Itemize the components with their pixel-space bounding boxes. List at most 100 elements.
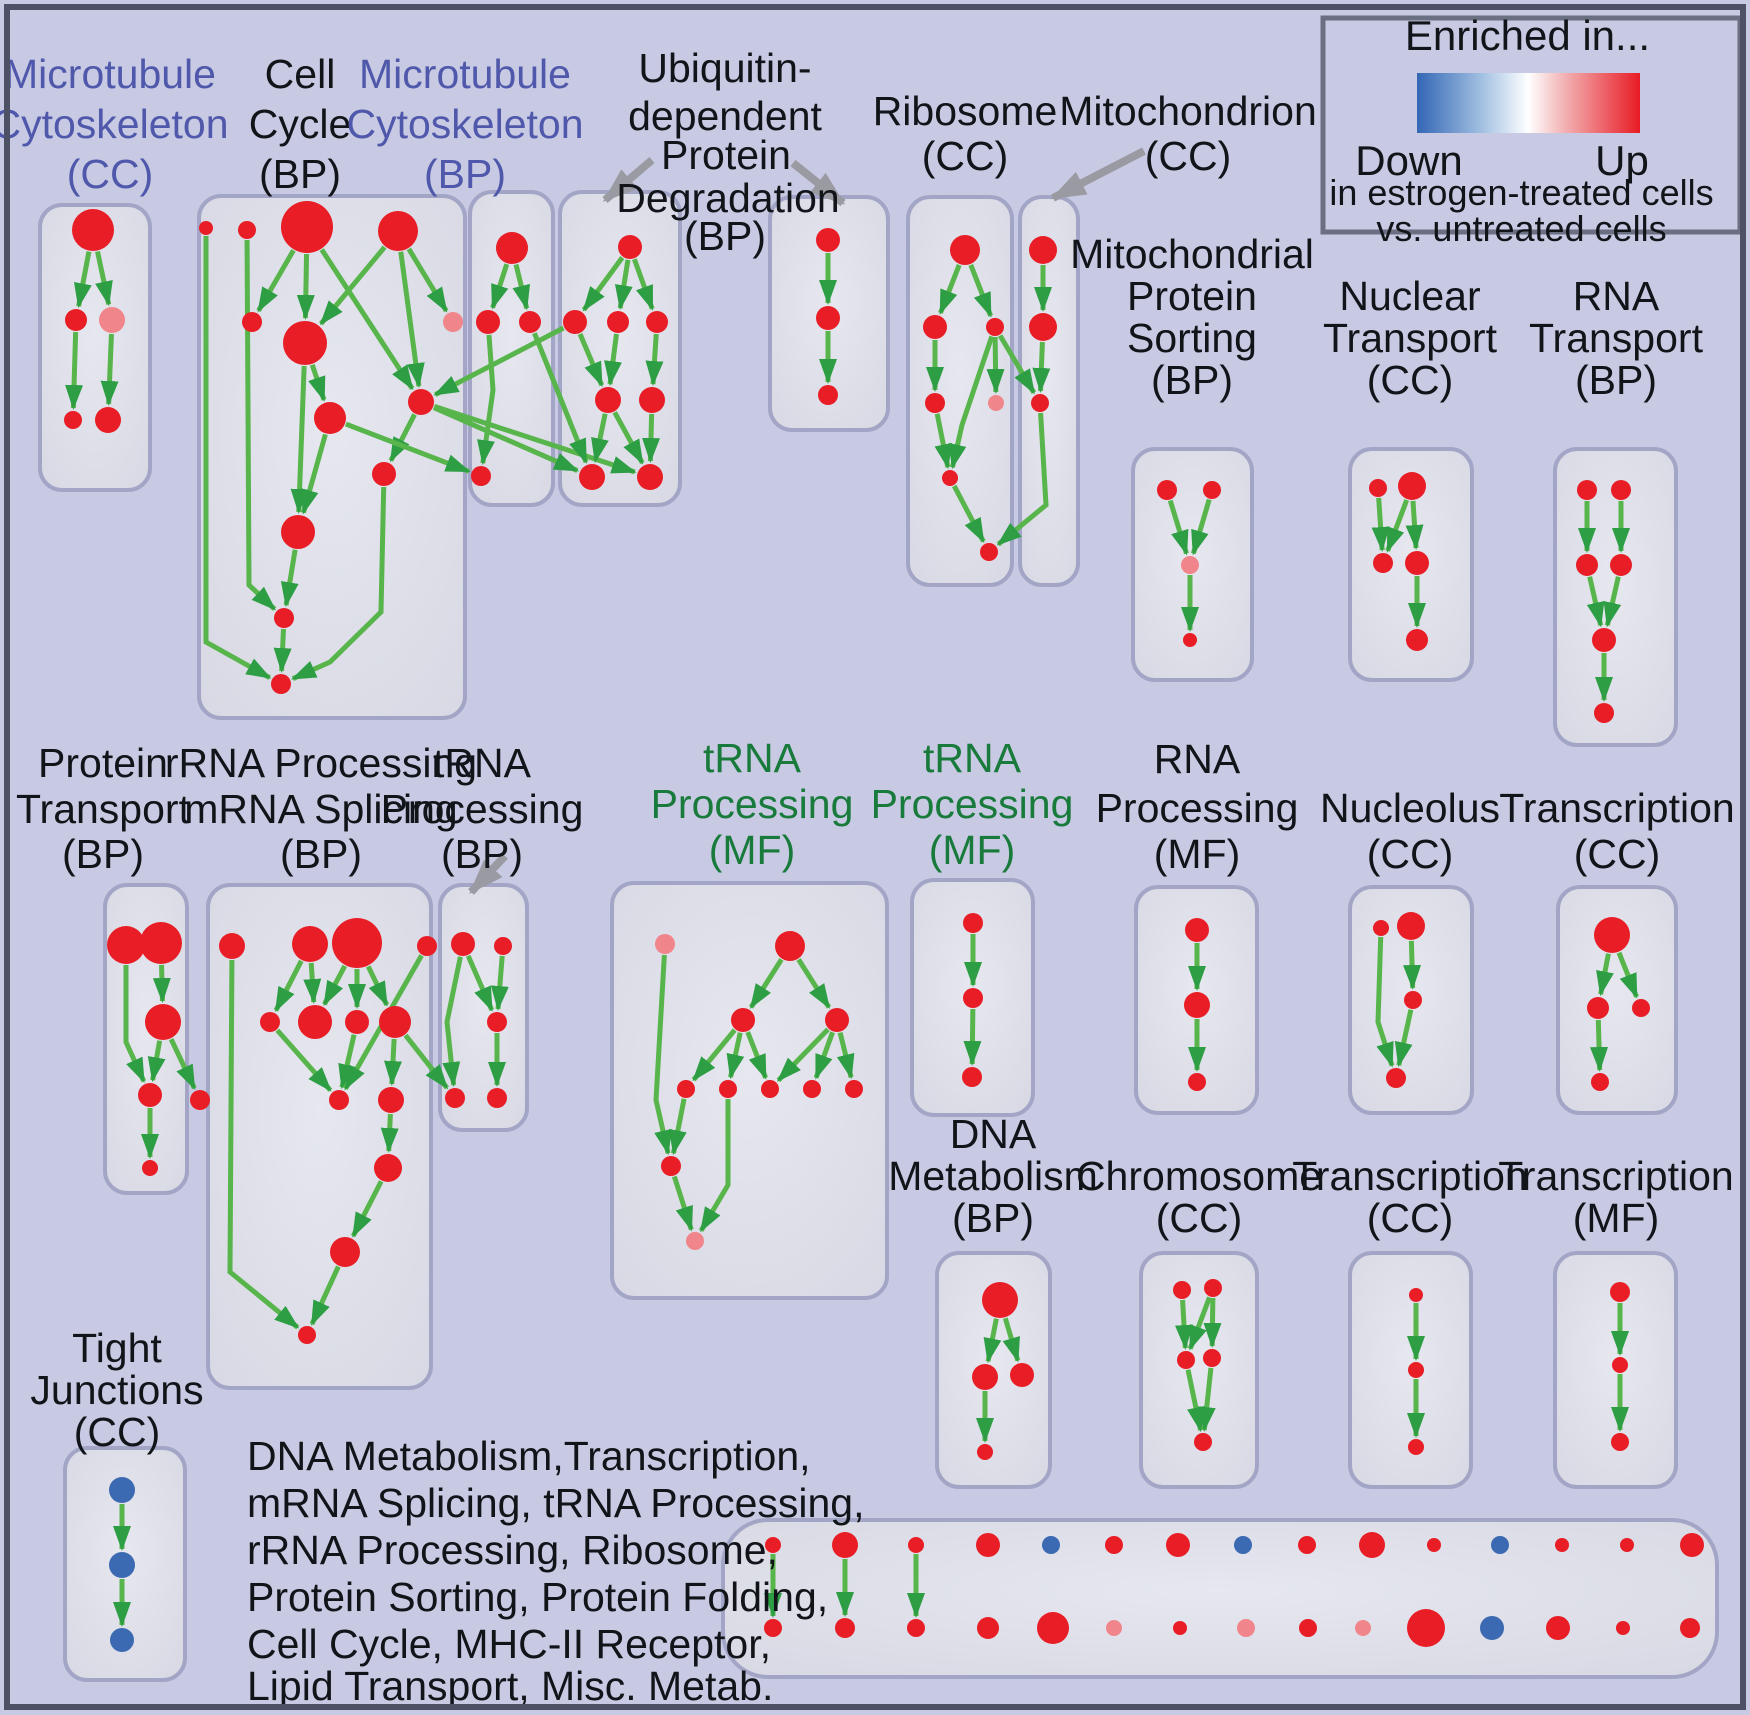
cluster-label-chromosome: (CC)	[1156, 1195, 1243, 1241]
edge-arrow	[1403, 940, 1422, 991]
edge-arrow	[1590, 1019, 1609, 1073]
cluster-label-cellcycle: (BP)	[259, 151, 341, 197]
go-term-node-bb3	[907, 1619, 925, 1637]
go-term-node-ub2	[816, 306, 840, 330]
go-term-node-cc10	[372, 462, 396, 486]
cluster-label-mitosort: Protein	[1127, 273, 1257, 319]
go-term-node-bt2	[832, 1532, 858, 1558]
label-pointer-arrow	[790, 159, 846, 207]
edge-arrow	[1197, 1367, 1216, 1433]
cluster-label-rnaproc: Processing	[1096, 785, 1299, 831]
go-term-node-mb1	[618, 235, 642, 259]
cluster-label-trnabp: tRNA	[433, 740, 532, 786]
edge-arrow	[963, 1008, 982, 1067]
cluster-label-ubiq: Protein	[661, 132, 791, 178]
go-term-node-mb3	[607, 311, 629, 333]
edge-arrow	[319, 245, 387, 326]
go-term-node-bb12	[1480, 1616, 1504, 1640]
edge-arrow	[612, 411, 645, 465]
cluster-label-cellcycle: Cycle	[249, 101, 352, 147]
edge-arrow	[168, 1038, 197, 1091]
go-term-node-nu3	[1404, 991, 1422, 1009]
go-term-node-bt6	[1105, 1536, 1123, 1554]
misc-clusters-note: DNA Metabolism,Transcription,	[247, 1433, 811, 1479]
edge-arrow	[614, 259, 633, 311]
edge-arrow	[968, 264, 993, 318]
edge-arrow	[1394, 1009, 1414, 1068]
go-term-node-tb4	[445, 1088, 465, 1108]
go-term-node-dm3	[1010, 1363, 1034, 1387]
go-term-node-mc1	[72, 209, 114, 251]
go-term-node-tf2	[1612, 1357, 1628, 1373]
go-term-node-cc3	[281, 201, 333, 253]
go-term-node-rt4	[1610, 554, 1632, 576]
cluster-label-mtbp: (BP)	[424, 151, 506, 197]
edge-arrow	[1032, 341, 1051, 394]
edge-arrow	[490, 955, 509, 1012]
go-term-node-bb1	[764, 1619, 782, 1637]
edge-arrow	[319, 248, 415, 391]
cluster-label-mtbp: Microtubule	[359, 51, 571, 97]
edge-arrow	[275, 1028, 333, 1092]
cluster-label-rnatrans: RNA	[1573, 273, 1660, 319]
cluster-box-ubiq1	[558, 190, 682, 507]
go-term-node-bt13	[1555, 1538, 1569, 1552]
edge-arrow	[432, 405, 580, 473]
cluster-label-mitochondrion: Mitochondrion	[1059, 88, 1317, 134]
edge-arrow	[581, 256, 625, 312]
edge-arrow	[1596, 953, 1614, 997]
go-term-node-bb7	[1173, 1621, 1187, 1635]
edge-arrow	[398, 251, 425, 389]
cluster-label-trnamf2: (MF)	[929, 827, 1016, 873]
go-term-node-cc7	[443, 312, 463, 332]
go-term-node-cc12	[274, 608, 294, 628]
go-term-node-rt2	[1611, 480, 1631, 500]
edge-arrow	[256, 249, 296, 313]
go-term-node-rr10	[378, 1087, 404, 1113]
cluster-label-mtcc: Microtubule	[4, 51, 216, 97]
go-term-node-tm4	[825, 1008, 849, 1032]
cluster-label-dnamet: (BP)	[952, 1195, 1034, 1241]
go-term-node-px1	[190, 1090, 210, 1110]
go-term-node-bb4	[977, 1617, 999, 1639]
cluster-label-trnamf1: Processing	[651, 781, 854, 827]
go-term-node-ub1	[816, 228, 840, 252]
go-term-node-tc3	[1632, 999, 1650, 1017]
go-term-node-rb6	[942, 470, 958, 486]
go-term-node-tc2	[1587, 997, 1609, 1019]
go-term-node-rr11	[374, 1154, 402, 1182]
cluster-label-tightjunc: (CC)	[74, 1409, 161, 1455]
go-term-node-ma1	[496, 232, 528, 264]
cluster-label-prottrans: Protein	[38, 740, 168, 786]
cluster-label-trnamf1: tRNA	[703, 735, 802, 781]
cluster-box-misc_bottom	[721, 1518, 1719, 1679]
go-term-node-rr2	[292, 926, 328, 962]
edge-arrow	[300, 433, 328, 515]
go-term-node-bb2	[835, 1618, 855, 1638]
cluster-box-rrna	[206, 883, 433, 1390]
edge-arrow	[986, 336, 1005, 395]
go-term-node-mb7	[579, 464, 605, 490]
go-term-node-tc1	[1594, 917, 1630, 953]
edge-arrow	[948, 335, 995, 470]
cluster-label-ubiq: Degradation	[616, 175, 839, 221]
go-term-node-cc11	[281, 515, 315, 549]
cluster-box-chromosome	[1139, 1251, 1259, 1489]
edge-arrow	[308, 364, 327, 402]
cluster-label-dnamet: DNA	[950, 1111, 1037, 1157]
edge-arrow	[1190, 498, 1212, 556]
go-term-node-rt1	[1577, 480, 1597, 500]
edge-arrow	[147, 1040, 166, 1083]
label-pointer-arrow	[468, 853, 508, 895]
edge-arrow	[123, 965, 147, 1084]
go-term-node-rr8	[379, 1006, 411, 1038]
edge-arrow	[591, 413, 609, 464]
go-term-node-bt5	[1042, 1536, 1060, 1554]
cluster-box-transc_cc_mid	[1556, 885, 1678, 1115]
misc-clusters-note: Protein Sorting, Protein Folding,	[247, 1574, 828, 1620]
go-term-node-tb1	[451, 932, 475, 956]
edge-arrow	[1385, 499, 1410, 553]
edge-arrow	[1616, 951, 1639, 999]
edge-arrow	[465, 954, 495, 1012]
cluster-label-ribosome: Ribosome	[873, 88, 1058, 134]
